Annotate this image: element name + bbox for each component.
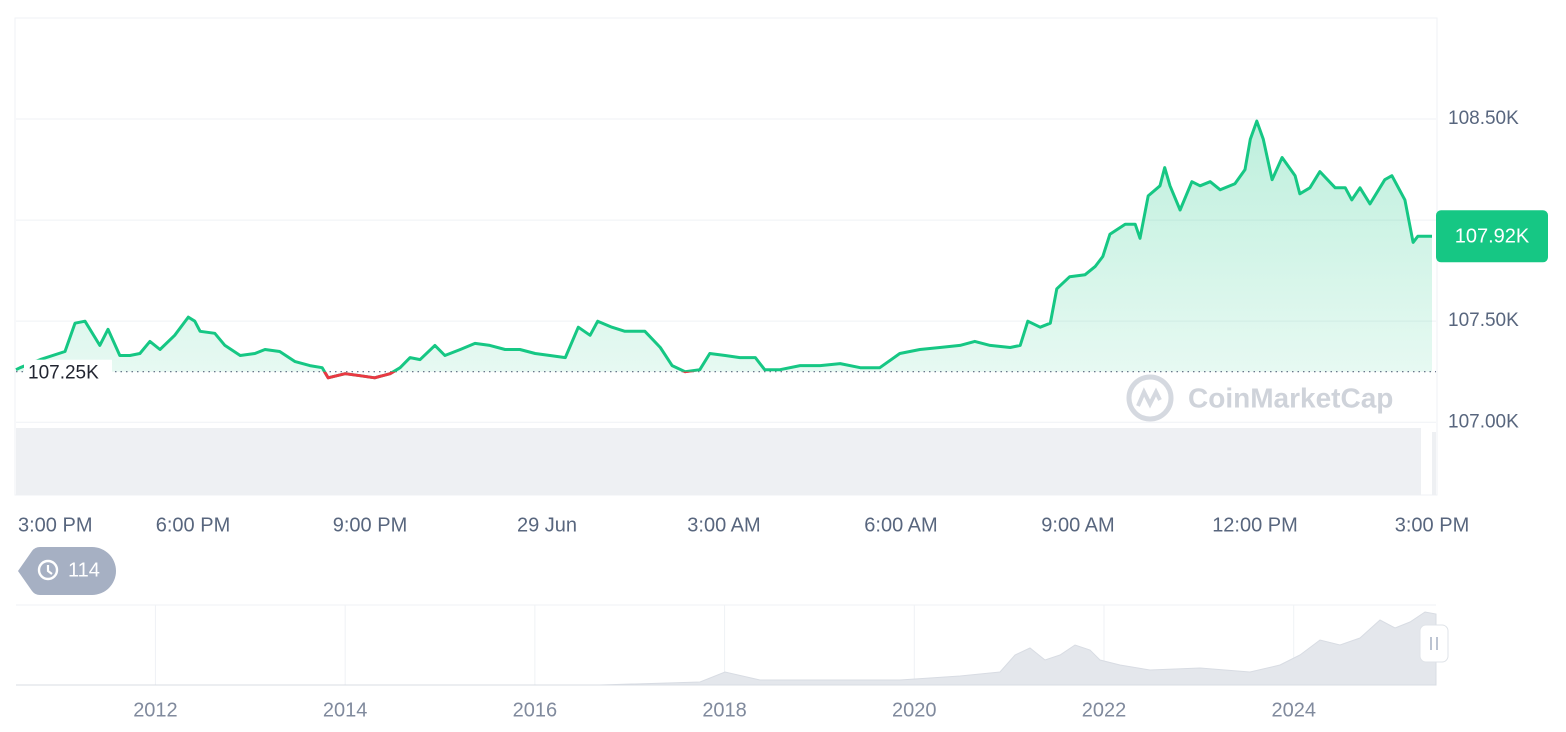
navigator-tick-label: 2016 (513, 699, 558, 721)
x-tick-label: 6:00 AM (864, 514, 937, 536)
y-tick-label: 108.50K (1448, 108, 1519, 129)
x-tick-label: 3:00 AM (687, 514, 760, 536)
area-fill (16, 121, 1432, 372)
price-line (15, 119, 1432, 380)
history-badge[interactable]: 114 (18, 547, 116, 595)
x-tick-label: 3:00 PM (18, 514, 92, 536)
navigator-tick-label: 2022 (1082, 699, 1127, 721)
x-tick-label: 9:00 PM (333, 514, 407, 536)
current-price-badge (1436, 210, 1548, 263)
baseline-label: 107.25K (28, 363, 99, 384)
navigator-tick-label: 2018 (702, 699, 747, 721)
volume-band (1432, 432, 1436, 495)
y-tick-label: 107.50K (1448, 310, 1519, 331)
x-tick-label: 6:00 PM (156, 514, 230, 536)
x-tick-label: 3:00 PM (1395, 514, 1469, 536)
current-price-label: 107.92K (1455, 226, 1530, 248)
navigator-tick-label: 2014 (323, 699, 368, 721)
x-tick-label: 12:00 PM (1212, 514, 1298, 536)
navigator-tick-label: 2024 (1271, 699, 1316, 721)
plot (15, 119, 1436, 380)
navigator-handle[interactable] (1419, 624, 1449, 663)
x-tick-label: 9:00 AM (1041, 514, 1114, 536)
x-tick-label: 29 Jun (517, 514, 577, 536)
volume-band (16, 428, 1421, 495)
baseline-label-bg (24, 359, 112, 384)
navigator-tick-label: 2012 (133, 699, 178, 721)
y-tick-label: 107.00K (1448, 411, 1519, 432)
navigator-tick-label: 2020 (892, 699, 937, 721)
watermark: CoinMarketCap (1188, 382, 1393, 413)
watermark-logo (1126, 374, 1174, 422)
badge-count: 114 (68, 559, 100, 581)
navigator-area (16, 611, 1437, 686)
